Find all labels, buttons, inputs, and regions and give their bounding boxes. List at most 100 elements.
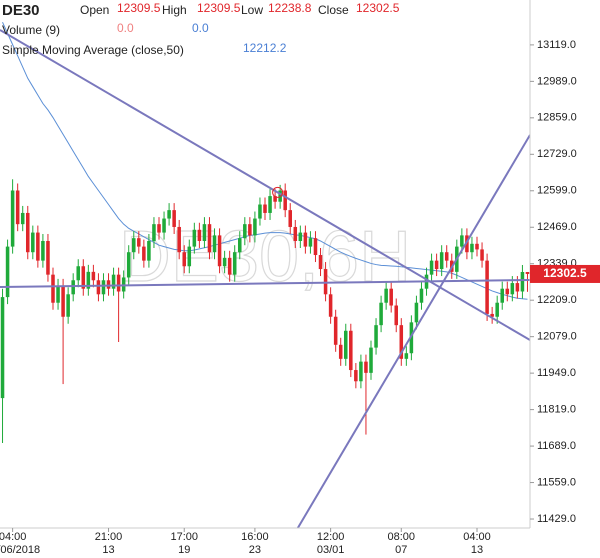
legend-value: 12309.5	[117, 1, 161, 15]
candle-body	[131, 238, 136, 253]
candle-body	[338, 344, 343, 359]
candle-body	[268, 196, 272, 213]
candle-body	[349, 330, 353, 371]
candle-body	[248, 224, 252, 236]
candle-body	[419, 288, 424, 303]
candle-body	[298, 232, 303, 241]
candle-body	[318, 255, 323, 270]
x-tick-date: 03/01	[317, 544, 345, 556]
candle-body	[232, 252, 237, 275]
candle-body	[36, 232, 40, 261]
candle-body	[258, 204, 262, 219]
x-tick-date: 13	[102, 544, 114, 556]
candle-body	[217, 235, 222, 267]
candle-body	[20, 212, 25, 225]
x-tick-label: 17:00	[170, 531, 198, 543]
candle-body	[142, 246, 146, 261]
candle-body	[389, 288, 393, 306]
candle-body	[15, 190, 20, 225]
candle-body	[444, 252, 449, 261]
y-tick-label: 12859.0	[537, 112, 577, 124]
candle-body	[126, 252, 131, 278]
candle-body	[303, 232, 308, 247]
candle-body	[409, 322, 414, 354]
sma-line	[2, 21, 528, 300]
legend-value: 12302.5	[356, 1, 400, 15]
x-tick-label: 16:00	[241, 531, 269, 543]
candle-body	[374, 325, 378, 348]
candle-body	[414, 302, 419, 323]
candle-body	[399, 325, 404, 359]
candle-body	[429, 260, 434, 275]
candle-body	[237, 238, 242, 253]
candle-body	[227, 257, 232, 275]
y-tick-label: 13119.0	[537, 39, 576, 51]
trendline	[0, 29, 530, 341]
candle-body	[10, 190, 15, 247]
candle-body	[56, 285, 60, 303]
y-tick-label: 11559.0	[537, 476, 576, 488]
candle-body	[81, 266, 86, 289]
candle-body	[152, 224, 156, 241]
candle-body	[202, 224, 207, 241]
candle-body	[470, 243, 474, 253]
volume-value: 0.0	[117, 21, 134, 35]
candle-body	[263, 204, 267, 213]
candle-body	[439, 252, 444, 270]
candle-body	[434, 260, 439, 270]
y-tick-label: 11429.0	[537, 513, 576, 525]
legend-label: Close	[318, 3, 349, 17]
candle-body	[25, 212, 30, 253]
candle-body	[323, 269, 328, 295]
candle-body	[5, 246, 10, 298]
candle-body	[51, 274, 55, 303]
candle-body	[197, 229, 202, 241]
candle-body	[404, 353, 409, 359]
candle-body	[394, 305, 399, 326]
candle-body	[485, 260, 489, 314]
last-price-label: 12302.5	[543, 266, 587, 280]
x-tick-date: 07	[395, 544, 407, 556]
candle-body	[333, 316, 338, 345]
x-tick-label: 04:00	[463, 531, 491, 543]
x-tick-label: 21:00	[95, 531, 123, 543]
x-tick-date: 23	[249, 544, 261, 556]
trendline-anchor	[272, 186, 284, 198]
candle-body	[243, 224, 247, 239]
candle-body	[510, 283, 515, 295]
legend-value: 12238.8	[268, 1, 312, 15]
candle-body	[369, 347, 373, 373]
candle-body	[525, 271, 530, 274]
candle-body	[207, 224, 212, 253]
candle-body	[288, 210, 293, 227]
candle-body	[460, 235, 464, 247]
x-tick-label: 04:00	[0, 531, 26, 543]
candle-body	[475, 243, 479, 250]
x-tick-label: 12:00	[317, 531, 345, 543]
plot-area	[0, 21, 530, 528]
candle-body	[96, 280, 101, 295]
candle-body	[222, 257, 227, 267]
candle-body	[41, 240, 45, 261]
candle-body	[71, 280, 75, 295]
legend-label: High	[162, 3, 187, 17]
y-tick-label: 12209.0	[537, 294, 577, 306]
candle-body	[273, 196, 277, 202]
last-price-box	[530, 264, 600, 283]
volume-value: 0.0	[192, 21, 209, 35]
candle-body	[106, 280, 111, 289]
candle-body	[116, 274, 121, 292]
candle-body	[278, 190, 282, 202]
y-tick-label: 11689.0	[537, 440, 576, 452]
candle-body	[162, 218, 166, 233]
candle-body	[66, 294, 70, 317]
x-tick-date: 19	[178, 544, 190, 556]
candle-body	[500, 288, 505, 303]
candle-body	[111, 274, 116, 289]
trendline	[0, 278, 530, 289]
header: DE30 Open 12309.5 High 12309.5 Low 12238…	[2, 1, 400, 57]
candle-body	[182, 252, 187, 267]
candle-body	[212, 235, 217, 253]
y-tick-label: 12079.0	[537, 331, 577, 343]
